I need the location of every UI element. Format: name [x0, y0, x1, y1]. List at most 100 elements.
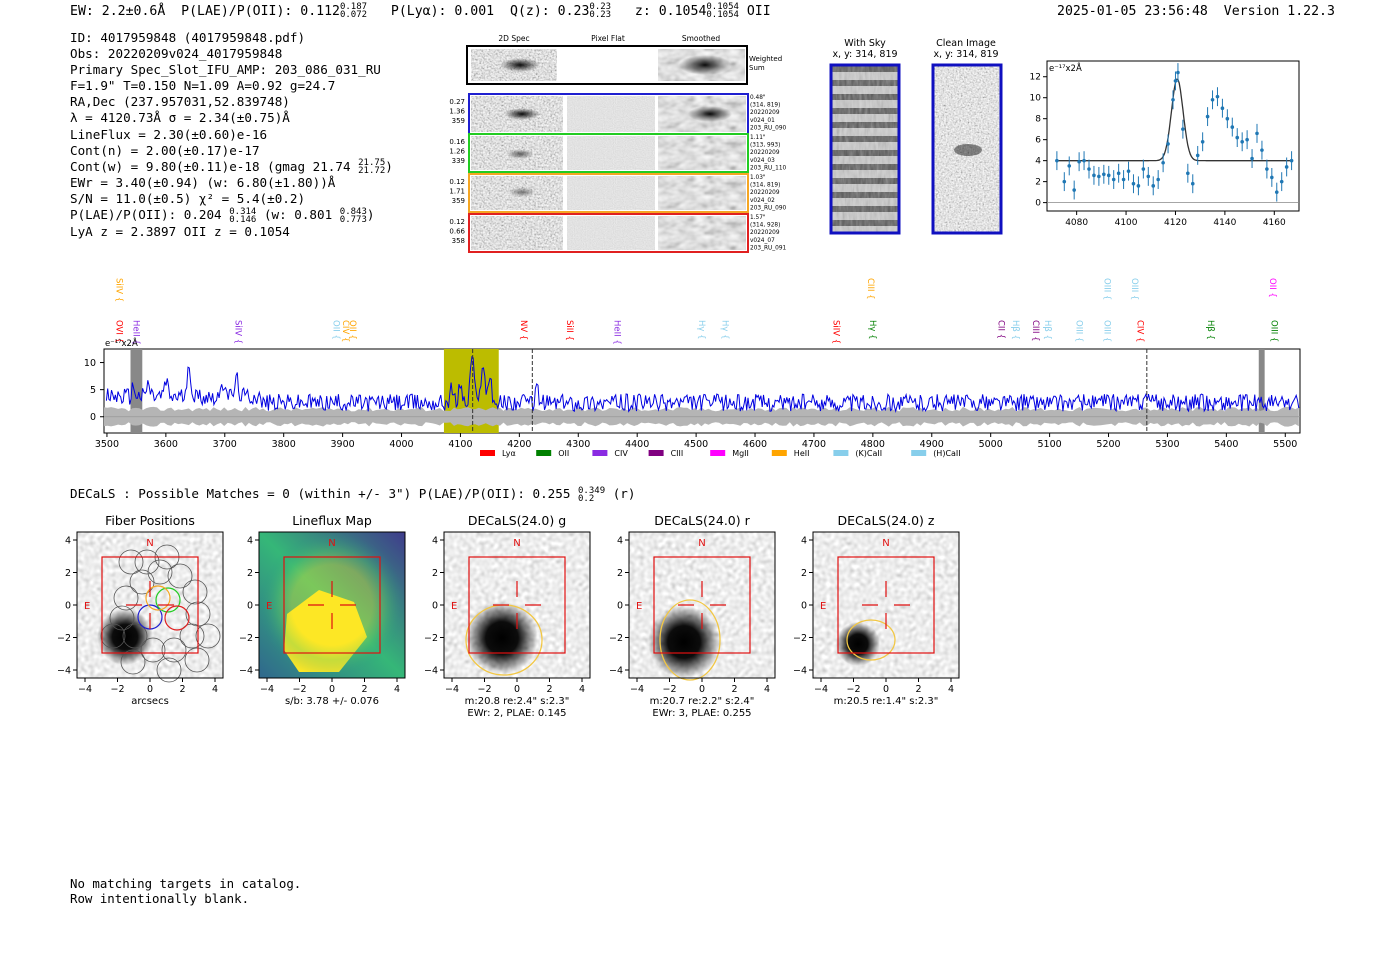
zoom-point-4 — [1077, 159, 1081, 164]
panel-2-ytick-label-4: −4 — [424, 666, 438, 677]
fiber-4-meta-4: 203_RU_091 — [750, 245, 787, 251]
fiber-circle-7 — [161, 637, 187, 663]
line-label-22: OIII { — [1129, 278, 1139, 300]
panel-crosshair-1 — [308, 581, 356, 629]
fiber-1-meta-3: v024_01 — [750, 118, 775, 124]
spectrum-xtick-label-19: 5400 — [1214, 439, 1238, 450]
panel-1: Lineflux Map N E −4 4 −2 2 0 0 2 −2 4 −4 s/b: 3.78 +/… — [239, 513, 406, 707]
fiber-highlight-2 — [145, 585, 171, 611]
zoom-point-42 — [1260, 148, 1264, 152]
header-qz: Q(z): 0.23 — [510, 4, 590, 19]
spectrum-xtick-label-9: 4400 — [625, 439, 649, 450]
info-radec: RA,Dec (237.957031,52.839748) — [70, 94, 290, 110]
zoom-chart: e⁻¹⁷x2Å 4080 4100 4120 4140 4160 0 2 4 6 8 10 12 — [1030, 60, 1300, 228]
zoom-xtick-label-2: 4120 — [1164, 218, 1187, 228]
fiber-cutouts: 2D Spec Pixel Flat Smoothed Weighted Sum — [449, 34, 787, 253]
zoom-point-22 — [1166, 142, 1170, 146]
header-z: z: 0.1054 — [634, 4, 707, 19]
zoom-point-0 — [1055, 158, 1059, 163]
panel-east-0: E — [84, 601, 90, 612]
zoom-point-29 — [1195, 153, 1200, 158]
panel-1-xtick-label-1: −2 — [292, 684, 306, 695]
weighted-label-2: Sum — [749, 64, 765, 72]
spectrum-xtick-label-3: 3800 — [272, 439, 296, 450]
panel-4-xtick-label-0: −4 — [814, 684, 828, 695]
spectrum-masked-region-1 — [1258, 349, 1265, 433]
line-label-20: OIII { — [1101, 278, 1111, 300]
panel-caption-1: s/b: 3.78 +/- 0.076 — [285, 696, 379, 707]
line-label-24: Hβ { — [1205, 320, 1215, 340]
zoom-point-9 — [1102, 172, 1106, 177]
line-label-4: OII { — [331, 320, 341, 340]
legend-label-4: MgII — [732, 449, 749, 458]
spectrum-xtick-label-11: 4600 — [743, 439, 767, 450]
legend-label-3: CIII — [671, 449, 684, 458]
panel-4-ytick-label-1: 2 — [801, 568, 807, 579]
panel-0-xtick-label-2: 0 — [147, 684, 153, 695]
panel-1-xtick-label-0: −4 — [260, 684, 274, 695]
fiber-highlight-3 — [164, 605, 190, 631]
info-contw: Cont(w) = 9.80(±0.11)e-18 (gmag 21.74 21… — [70, 158, 393, 177]
zoom-axes: 4080 4100 4120 4140 4160 0 2 4 6 8 10 12 — [1030, 73, 1286, 228]
zoom-point-12 — [1116, 171, 1121, 176]
spectrum-xtick-label-1: 3600 — [154, 439, 178, 450]
panel-caption-0: arcsecs — [131, 696, 169, 707]
fiber-circle-3 — [167, 563, 193, 589]
panel-box-3 — [653, 556, 751, 654]
panel-title-4: DECaLS(24.0) z — [838, 513, 935, 528]
zoom-point-39 — [1245, 137, 1249, 142]
legend-swatch-2 — [592, 450, 608, 456]
line-label-25: OII { — [1267, 278, 1277, 298]
zoom-point-20 — [1156, 177, 1160, 182]
zoom-point-6 — [1087, 167, 1091, 171]
spectrum-xtick-label-5: 4000 — [389, 439, 413, 450]
info-fit: F=1.9" T=0.150 N=1.09 A=0.92 g=24.7 — [70, 78, 336, 94]
spectrum-line-labels: OVI {SiIV {HeII {SiIV {OII {CIV {OII {NV… — [113, 278, 1278, 345]
fiber-2-meta-3: v024_03 — [750, 158, 775, 164]
fiber-3-meta-1: (314, 819) — [750, 183, 780, 189]
panel-north-1: N — [328, 538, 335, 549]
zoom-point-7 — [1092, 173, 1096, 178]
panel-title-0: Fiber Positions — [105, 513, 195, 528]
panel-title-2: DECaLS(24.0) g — [468, 513, 566, 528]
legend-label-1: OII — [558, 449, 569, 458]
fiber-row-2 — [468, 133, 749, 173]
zoom-point-8 — [1097, 174, 1101, 179]
legend-swatch-5 — [771, 450, 787, 456]
header-z-line: OII — [746, 4, 771, 19]
zoom-point-21 — [1161, 160, 1165, 165]
header-plya: P(Lyα): 0.001 — [390, 4, 495, 19]
fiber-row-4 — [468, 213, 749, 253]
panel-3: DECaLS(24.0) r N E −4 4 −2 2 0 0 2 −2 4 −4 m:20.7 re:… — [609, 513, 776, 719]
zoom-point-26 — [1181, 127, 1185, 131]
panel-0-ytick-label-0: 4 — [65, 536, 71, 547]
fiber-circle-2 — [147, 559, 173, 585]
panel-2-xtick-label-3: 2 — [546, 684, 552, 695]
header-qz-bounds: 0.23 0.23 — [589, 2, 612, 20]
fiber-circle-18 — [184, 647, 210, 673]
fiber-2-stat-1: 1.26 — [449, 148, 465, 156]
spectrum-xtick-label-17: 5200 — [1096, 439, 1120, 450]
fiber-3-stat-1: 1.71 — [449, 188, 465, 196]
zoom-xtick-label-4: 4160 — [1263, 218, 1286, 228]
spectrum-unit-label: e⁻¹⁷x2Å — [105, 337, 138, 349]
fiber-4-stat-1: 0.66 — [449, 228, 465, 236]
panel-1-ytick-label-4: −4 — [239, 666, 253, 677]
panel-image-4 — [813, 532, 959, 678]
panel-crosshair-4 — [862, 581, 910, 629]
footer-line-1: No matching targets in catalog. — [70, 876, 302, 891]
panel-0-ytick-label-3: −2 — [57, 633, 71, 644]
fiber-2-stat-0: 0.16 — [449, 138, 465, 146]
info-contn: Cont(n) = 2.00(±0.17)e-17 — [70, 142, 260, 158]
panel-1-xtick-label-2: 0 — [329, 684, 335, 695]
fiber-1-meta-0: 0.48" — [750, 95, 766, 101]
fiber-1-meta-4: 203_RU_090 — [750, 125, 787, 131]
fiber-circle-10 — [109, 605, 135, 631]
line-label-8: SiII { — [564, 320, 574, 341]
panel-4-xtick-label-2: 0 — [883, 684, 889, 695]
panel-2: DECaLS(24.0) g N E −4 4 −2 2 0 0 2 −2 4 −4 m:20.8 re:… — [424, 513, 591, 719]
spectrum-xtick-label-12: 4700 — [802, 439, 826, 450]
zoom-point-28 — [1190, 181, 1195, 186]
info-plae: P(LAE)/P(OII): 0.204 0.314 0.146 (w: 0.80… — [70, 206, 375, 225]
fiber-2-meta-4: 203_RU_110 — [750, 165, 787, 171]
